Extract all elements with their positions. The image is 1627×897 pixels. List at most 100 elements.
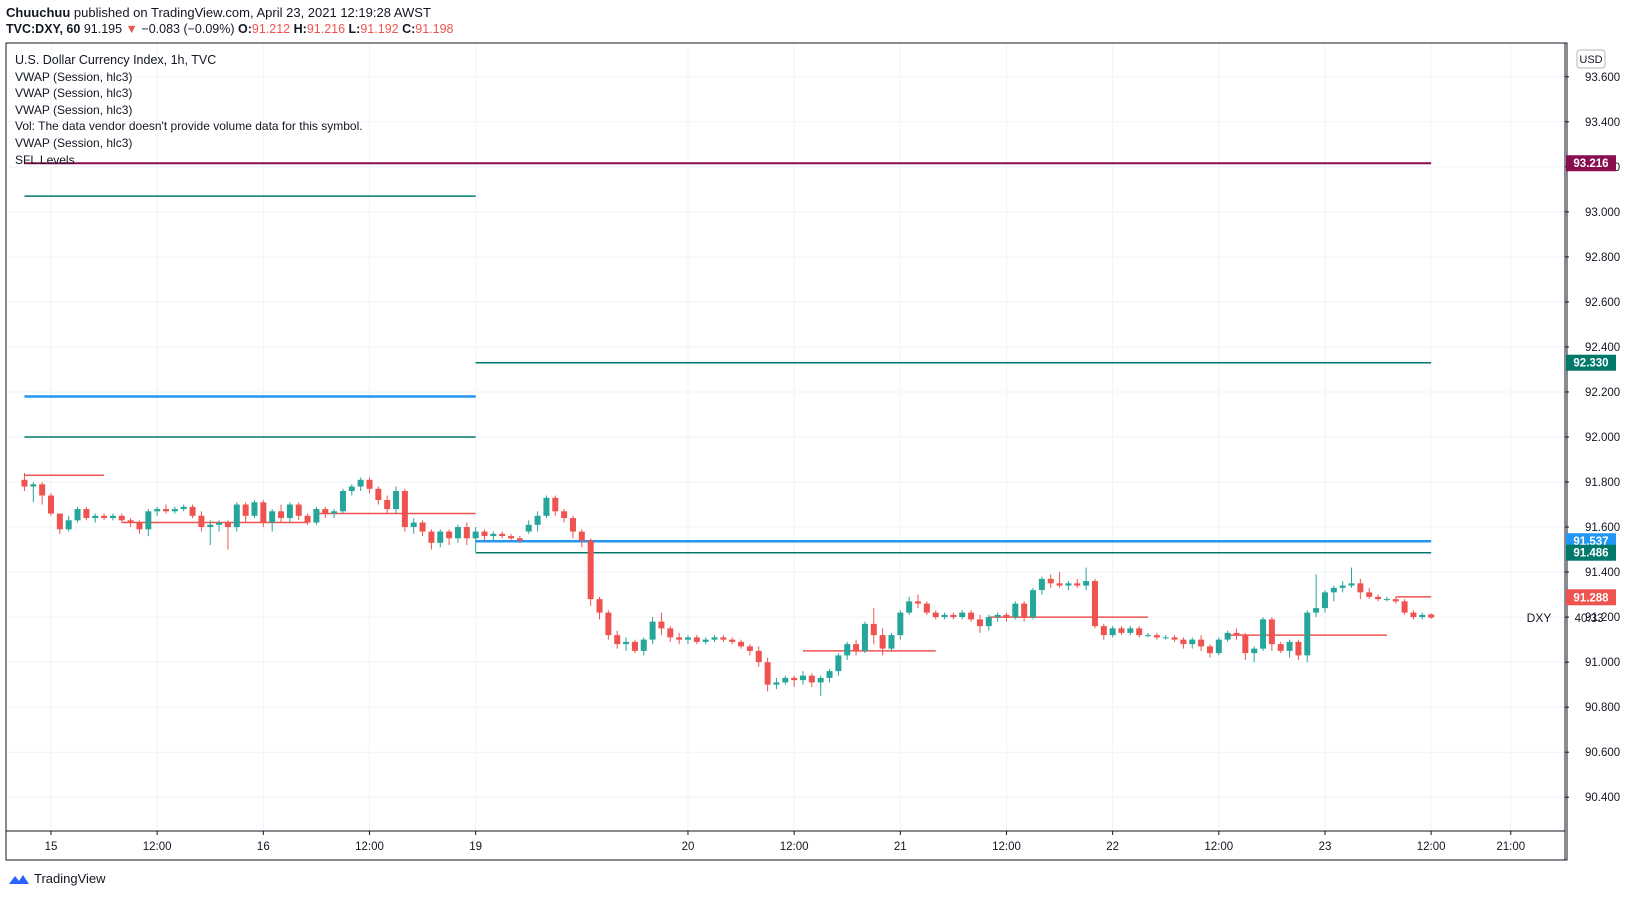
- candle-body: [1233, 632, 1240, 636]
- candle-body: [39, 484, 46, 496]
- candle-body: [1321, 592, 1328, 609]
- candle-body: [83, 509, 90, 519]
- author-name[interactable]: Chuuchuu: [6, 5, 71, 20]
- candle-body: [968, 612, 975, 620]
- candle-body: [1419, 614, 1426, 618]
- candle-body: [101, 515, 108, 519]
- candle-body: [322, 509, 329, 514]
- candle-body: [260, 502, 267, 523]
- y-tick-label: 90.400: [1585, 792, 1620, 804]
- candle-body: [516, 538, 523, 541]
- candle-body: [1180, 639, 1187, 645]
- candle-body: [1428, 614, 1435, 618]
- candle-body: [154, 509, 161, 512]
- published-info: published on TradingView.com, April 23, …: [73, 5, 431, 20]
- candle-body: [649, 621, 656, 640]
- candle-body: [1224, 632, 1231, 640]
- candle-body: [295, 504, 302, 516]
- candle-body: [623, 641, 630, 645]
- y-tick-label: 93.600: [1585, 72, 1620, 84]
- chart-frame: [5, 42, 1568, 861]
- low-label: L:: [348, 22, 361, 36]
- triangle-down-icon: ▼: [125, 22, 138, 36]
- candle-body: [490, 533, 497, 537]
- candle-body: [764, 662, 771, 685]
- x-tick-label: 15: [45, 841, 58, 853]
- indicator-legend: U.S. Dollar Currency Index, 1h, TVC VWAP…: [15, 52, 363, 168]
- candle-body: [1162, 637, 1169, 639]
- candle-body: [596, 599, 603, 613]
- candle-body: [1401, 601, 1408, 613]
- candle-body: [1295, 641, 1302, 656]
- candle-body: [1171, 637, 1178, 640]
- close-label: C:: [402, 22, 416, 36]
- candle-body: [1100, 626, 1107, 636]
- legend-volume[interactable]: Vol: The data vendor doesn't provide vol…: [15, 119, 363, 134]
- candle-body: [446, 531, 453, 539]
- candle-body: [1277, 644, 1284, 651]
- y-tick-label: 91.600: [1585, 522, 1620, 534]
- legend-vwap-1[interactable]: VWAP (Session, hlc3): [15, 69, 133, 84]
- candle-body: [1003, 614, 1010, 618]
- candle-body: [1330, 587, 1337, 593]
- price-label-box: [1566, 354, 1616, 371]
- candle-body: [959, 612, 966, 618]
- candle-body: [614, 635, 621, 645]
- candle-body: [233, 504, 240, 528]
- candle-body: [1118, 628, 1125, 633]
- legend-vwap-3[interactable]: VWAP (Session, hlc3): [15, 102, 133, 117]
- open-label: O:: [238, 22, 252, 36]
- candle-body: [658, 621, 665, 629]
- vwap-lines: [24, 474, 1432, 652]
- candle-body: [1242, 635, 1249, 654]
- time-axis[interactable]: 15 12:00 16 12:00 19 20 12:00 21 12:00 22 12:00 23 1…: [45, 831, 1526, 853]
- legend-vwap-4[interactable]: VWAP (Session, hlc3): [15, 135, 133, 150]
- candle-body: [976, 619, 983, 627]
- legend-vwap-2[interactable]: VWAP (Session, hlc3): [15, 86, 133, 101]
- candle-body: [844, 644, 851, 656]
- legend-title[interactable]: U.S. Dollar Currency Index, 1h, TVC: [15, 53, 217, 67]
- candle-body: [384, 500, 391, 510]
- price-label-text: 91.486: [1573, 548, 1608, 560]
- candle-body: [667, 628, 674, 638]
- x-tick-label: 23: [1319, 841, 1332, 853]
- tradingview-logo-icon: [9, 874, 29, 884]
- candle-body: [711, 637, 718, 640]
- candle-body: [428, 531, 435, 543]
- price-axis[interactable]: 93.60093.40093.20093.00092.80092.60092.4…: [1565, 72, 1620, 804]
- candle-body: [207, 524, 214, 528]
- x-tick-label: 21:00: [1496, 841, 1525, 853]
- candle-body: [1392, 599, 1399, 602]
- candle-body: [419, 522, 426, 532]
- price-label-box: [1566, 589, 1616, 606]
- footer-brand[interactable]: TradingView: [8, 871, 106, 886]
- candle-body: [1339, 585, 1346, 588]
- candle-body: [410, 522, 417, 528]
- candle-body: [481, 531, 488, 537]
- price-label-text: 92.330: [1573, 358, 1608, 370]
- x-tick-label: 19: [469, 841, 482, 853]
- currency-label: USD: [1579, 54, 1602, 66]
- candle-body: [578, 531, 585, 541]
- candle-body: [1136, 628, 1143, 636]
- candle-body: [163, 509, 170, 512]
- legend-sfl-levels[interactable]: SFL Levels: [15, 152, 75, 167]
- y-tick-label: 91.000: [1585, 657, 1620, 669]
- candle-body: [65, 520, 72, 530]
- y-tick-label: 92.600: [1585, 297, 1620, 309]
- candle-body: [676, 637, 683, 640]
- candle-body: [985, 617, 992, 627]
- candle-body: [552, 497, 559, 512]
- candle-body: [366, 479, 373, 489]
- currency-badge[interactable]: USD: [1576, 49, 1606, 69]
- candle-body: [729, 639, 736, 642]
- candle-body: [702, 639, 709, 642]
- candle-body: [21, 479, 28, 487]
- candle-body: [1189, 639, 1196, 645]
- candle-body: [331, 511, 338, 514]
- price-change: −0.083 (−0.09%): [141, 22, 235, 36]
- candle-body: [1109, 628, 1116, 636]
- candle-body: [1030, 590, 1037, 618]
- price-label-box: [1566, 544, 1616, 561]
